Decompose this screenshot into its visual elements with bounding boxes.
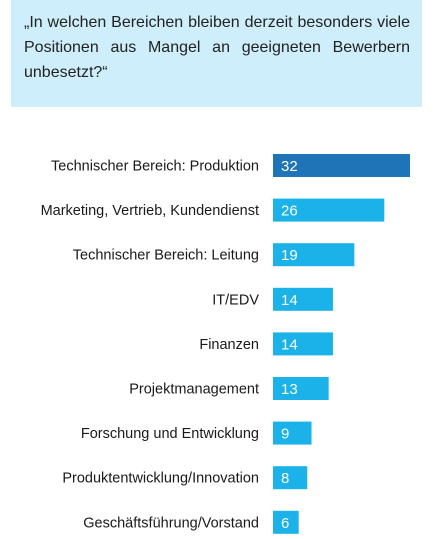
category-label-4: Finanzen <box>199 337 259 353</box>
bar-4 <box>273 332 333 356</box>
value-label-2: 19 <box>281 247 298 264</box>
category-label-5: Projektmanagement <box>129 382 259 398</box>
value-label-1: 26 <box>281 203 298 220</box>
bar-6 <box>273 421 312 445</box>
value-label-4: 14 <box>281 336 298 353</box>
category-label-7: Produktentwicklung/Innovation <box>62 471 259 487</box>
value-label-8: 6 <box>281 515 289 532</box>
value-label-5: 13 <box>281 381 298 398</box>
value-label-7: 8 <box>281 470 289 487</box>
bar-5 <box>273 377 329 400</box>
value-label-6: 9 <box>281 426 289 443</box>
category-label-8: Geschäftsführung/Vorstand <box>83 515 259 531</box>
bar-3 <box>273 287 333 311</box>
category-label-6: Forschung und Entwicklung <box>81 426 259 442</box>
category-label-1: Marketing, Vertrieb, Kundendienst <box>41 203 259 219</box>
bar-1 <box>273 198 385 222</box>
bar-0 <box>273 154 410 177</box>
question-text: „In welchen Bereichen bleiben derzeit be… <box>24 14 410 81</box>
category-label-2: Technischer Bereich: Leitung <box>73 248 259 264</box>
bar-2 <box>273 243 355 267</box>
question-box: „In welchen Bereichen bleiben derzeit be… <box>11 0 422 107</box>
value-label-0: 32 <box>281 158 298 175</box>
category-label-3: IT/EDV <box>212 292 259 308</box>
bar-8 <box>273 510 299 534</box>
value-label-3: 14 <box>281 292 298 309</box>
category-label-0: Technischer Bereich: Produktion <box>51 159 259 175</box>
bar-7 <box>273 466 308 490</box>
